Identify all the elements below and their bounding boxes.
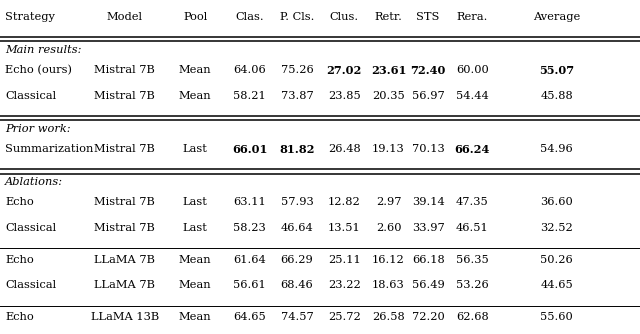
Text: 46.64: 46.64 bbox=[280, 223, 314, 233]
Text: 61.64: 61.64 bbox=[233, 255, 266, 265]
Text: Mean: Mean bbox=[179, 91, 211, 101]
Text: Last: Last bbox=[183, 144, 207, 154]
Text: 56.35: 56.35 bbox=[456, 255, 489, 265]
Text: 23.22: 23.22 bbox=[328, 280, 361, 290]
Text: 66.24: 66.24 bbox=[454, 144, 490, 155]
Text: 62.68: 62.68 bbox=[456, 312, 489, 322]
Text: 72.40: 72.40 bbox=[410, 65, 446, 76]
Text: 74.57: 74.57 bbox=[280, 312, 314, 322]
Text: Mistral 7B: Mistral 7B bbox=[94, 223, 156, 233]
Text: 25.72: 25.72 bbox=[328, 312, 361, 322]
Text: 73.87: 73.87 bbox=[280, 91, 314, 101]
Text: 66.01: 66.01 bbox=[232, 144, 268, 155]
Text: 20.35: 20.35 bbox=[372, 91, 405, 101]
Text: Last: Last bbox=[183, 223, 207, 233]
Text: Echo: Echo bbox=[5, 312, 34, 322]
Text: Pool: Pool bbox=[183, 12, 207, 22]
Text: 44.65: 44.65 bbox=[540, 280, 573, 290]
Text: 55.07: 55.07 bbox=[540, 65, 574, 76]
Text: 58.21: 58.21 bbox=[233, 91, 266, 101]
Text: Ablations:: Ablations: bbox=[5, 177, 63, 187]
Text: Echo: Echo bbox=[5, 255, 34, 265]
Text: LLaMA 7B: LLaMA 7B bbox=[94, 280, 156, 290]
Text: 23.61: 23.61 bbox=[371, 65, 406, 76]
Text: 81.82: 81.82 bbox=[279, 144, 315, 155]
Text: 53.26: 53.26 bbox=[456, 280, 489, 290]
Text: Mistral 7B: Mistral 7B bbox=[94, 65, 156, 75]
Text: Summarization: Summarization bbox=[5, 144, 93, 154]
Text: 72.20: 72.20 bbox=[412, 312, 445, 322]
Text: 27.02: 27.02 bbox=[326, 65, 362, 76]
Text: Echo: Echo bbox=[5, 197, 34, 207]
Text: Last: Last bbox=[183, 197, 207, 207]
Text: 54.44: 54.44 bbox=[456, 91, 489, 101]
Text: LLaMA 7B: LLaMA 7B bbox=[94, 255, 156, 265]
Text: Rera.: Rera. bbox=[456, 12, 488, 22]
Text: 64.65: 64.65 bbox=[233, 312, 266, 322]
Text: 32.52: 32.52 bbox=[540, 223, 573, 233]
Text: 63.11: 63.11 bbox=[233, 197, 266, 207]
Text: Mistral 7B: Mistral 7B bbox=[94, 91, 156, 101]
Text: 36.60: 36.60 bbox=[540, 197, 573, 207]
Text: Average: Average bbox=[533, 12, 580, 22]
Text: 75.26: 75.26 bbox=[280, 65, 314, 75]
Text: Model: Model bbox=[107, 12, 143, 22]
Text: 56.49: 56.49 bbox=[412, 280, 445, 290]
Text: 2.97: 2.97 bbox=[376, 197, 401, 207]
Text: Classical: Classical bbox=[5, 223, 56, 233]
Text: Clas.: Clas. bbox=[236, 12, 264, 22]
Text: Mean: Mean bbox=[179, 255, 211, 265]
Text: Main results:: Main results: bbox=[5, 45, 82, 55]
Text: 60.00: 60.00 bbox=[456, 65, 489, 75]
Text: Mean: Mean bbox=[179, 280, 211, 290]
Text: 55.60: 55.60 bbox=[540, 312, 573, 322]
Text: Clus.: Clus. bbox=[330, 12, 359, 22]
Text: 19.13: 19.13 bbox=[372, 144, 405, 154]
Text: 25.11: 25.11 bbox=[328, 255, 361, 265]
Text: 66.29: 66.29 bbox=[280, 255, 314, 265]
Text: Echo (ours): Echo (ours) bbox=[5, 65, 72, 75]
Text: Mistral 7B: Mistral 7B bbox=[94, 144, 156, 154]
Text: 54.96: 54.96 bbox=[540, 144, 573, 154]
Text: 13.51: 13.51 bbox=[328, 223, 361, 233]
Text: 2.60: 2.60 bbox=[376, 223, 401, 233]
Text: 47.35: 47.35 bbox=[456, 197, 489, 207]
Text: 56.61: 56.61 bbox=[233, 280, 266, 290]
Text: 50.26: 50.26 bbox=[540, 255, 573, 265]
Text: 23.85: 23.85 bbox=[328, 91, 361, 101]
Text: 18.63: 18.63 bbox=[372, 280, 405, 290]
Text: Classical: Classical bbox=[5, 91, 56, 101]
Text: 26.48: 26.48 bbox=[328, 144, 361, 154]
Text: Retr.: Retr. bbox=[374, 12, 403, 22]
Text: Mean: Mean bbox=[179, 65, 211, 75]
Text: 64.06: 64.06 bbox=[233, 65, 266, 75]
Text: Classical: Classical bbox=[5, 280, 56, 290]
Text: 56.97: 56.97 bbox=[412, 91, 445, 101]
Text: 16.12: 16.12 bbox=[372, 255, 405, 265]
Text: Mistral 7B: Mistral 7B bbox=[94, 197, 156, 207]
Text: Strategy: Strategy bbox=[5, 12, 55, 22]
Text: Mean: Mean bbox=[179, 312, 211, 322]
Text: 68.46: 68.46 bbox=[280, 280, 314, 290]
Text: 45.88: 45.88 bbox=[540, 91, 573, 101]
Text: 66.18: 66.18 bbox=[412, 255, 445, 265]
Text: 57.93: 57.93 bbox=[280, 197, 314, 207]
Text: 26.58: 26.58 bbox=[372, 312, 405, 322]
Text: 46.51: 46.51 bbox=[456, 223, 489, 233]
Text: 70.13: 70.13 bbox=[412, 144, 445, 154]
Text: Prior work:: Prior work: bbox=[5, 124, 71, 134]
Text: 12.82: 12.82 bbox=[328, 197, 361, 207]
Text: LLaMA 13B: LLaMA 13B bbox=[91, 312, 159, 322]
Text: 39.14: 39.14 bbox=[412, 197, 445, 207]
Text: P. Cls.: P. Cls. bbox=[280, 12, 314, 22]
Text: 58.23: 58.23 bbox=[233, 223, 266, 233]
Text: 33.97: 33.97 bbox=[412, 223, 445, 233]
Text: STS: STS bbox=[417, 12, 440, 22]
